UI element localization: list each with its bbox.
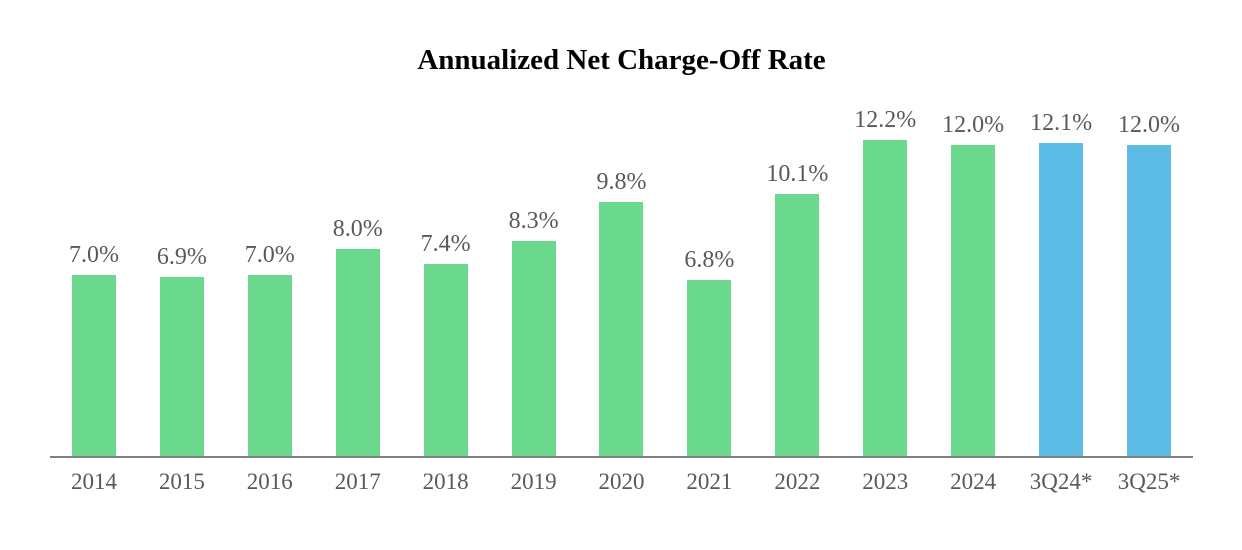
bar-column-2023: 12.2% <box>841 107 929 456</box>
bar-2019 <box>511 241 556 456</box>
x-axis-label: 3Q24* <box>1029 469 1093 494</box>
bar-value-label: 12.0% <box>942 111 1005 138</box>
bar-2021 <box>687 280 732 456</box>
x-axis-label: 2014 <box>70 469 117 494</box>
bar-2018 <box>423 264 468 456</box>
bar-2022 <box>775 194 820 456</box>
bar-column-2022: 10.1% <box>753 161 841 456</box>
x-axis-label: 2022 <box>774 469 821 494</box>
bars-row: 7.0% 6.9% 7.0% 8.0% 7.4% 8.3% 9.8% 6.8% 10.1% 12.… <box>50 0 1193 456</box>
bar-value-label: 12.1% <box>1030 109 1093 136</box>
x-axis-label: 3Q25* <box>1117 469 1181 494</box>
bar-value-label: 6.8% <box>684 246 735 273</box>
bar-value-label: 7.0% <box>68 241 119 268</box>
bar-column-2024: 12.0% <box>929 112 1017 456</box>
x-axis-label: 2023 <box>862 469 909 494</box>
bar-value-label: 8.3% <box>508 207 559 234</box>
bar-column-2020: 9.8% <box>578 169 666 456</box>
x-axis-label: 2017 <box>334 469 381 494</box>
x-axis-label: 2024 <box>950 469 997 494</box>
bar-2014 <box>71 275 116 456</box>
bar-column-2016: 7.0% <box>226 242 314 456</box>
bar-column-2018: 7.4% <box>402 231 490 456</box>
bar-3Q24* <box>1039 143 1084 456</box>
bar-value-label: 6.9% <box>156 243 207 270</box>
chart-title: Annualized Net Charge-Off Rate <box>417 44 826 76</box>
x-axis-label: 2018 <box>422 469 469 494</box>
bar-3Q25* <box>1127 145 1172 456</box>
x-axis-label: 2016 <box>246 469 293 494</box>
plot-area: 7.0% 6.9% 7.0% 8.0% 7.4% 8.3% 9.8% 6.8% 10.1% 12.… <box>50 0 1193 458</box>
bar-column-2019: 8.3% <box>490 208 578 456</box>
bar-value-label: 10.1% <box>766 160 829 187</box>
bar-2020 <box>599 202 644 456</box>
bar-value-label: 12.2% <box>854 106 917 133</box>
x-axis-labels-row: 2014 2015 2016 2017 2018 2019 2020 2021 2022 2023… <box>50 458 1193 495</box>
bar-value-label: 9.8% <box>596 168 647 195</box>
bar-value-label: 7.4% <box>420 230 471 257</box>
x-axis-label: 2015 <box>158 469 205 494</box>
bar-value-label: 12.0% <box>1118 111 1181 138</box>
bar-2017 <box>335 249 380 456</box>
bar-column-2021: 6.8% <box>665 247 753 456</box>
bar-2015 <box>159 277 204 456</box>
x-axis-label: 2020 <box>598 469 645 494</box>
bar-value-label: 7.0% <box>244 241 295 268</box>
bar-2024 <box>951 145 996 456</box>
bar-column-2015: 6.9% <box>138 244 226 456</box>
bar-column-3Q24*: 12.1% <box>1017 110 1105 456</box>
x-axis-label: 2021 <box>686 469 733 494</box>
bar-2016 <box>247 275 292 456</box>
bar-column-3Q25*: 12.0% <box>1105 112 1193 456</box>
bar-column-2017: 8.0% <box>314 216 402 456</box>
bar-2023 <box>863 140 908 456</box>
bar-column-2014: 7.0% <box>50 242 138 456</box>
bar-value-label: 8.0% <box>332 215 383 242</box>
x-axis-label: 2019 <box>510 469 557 494</box>
